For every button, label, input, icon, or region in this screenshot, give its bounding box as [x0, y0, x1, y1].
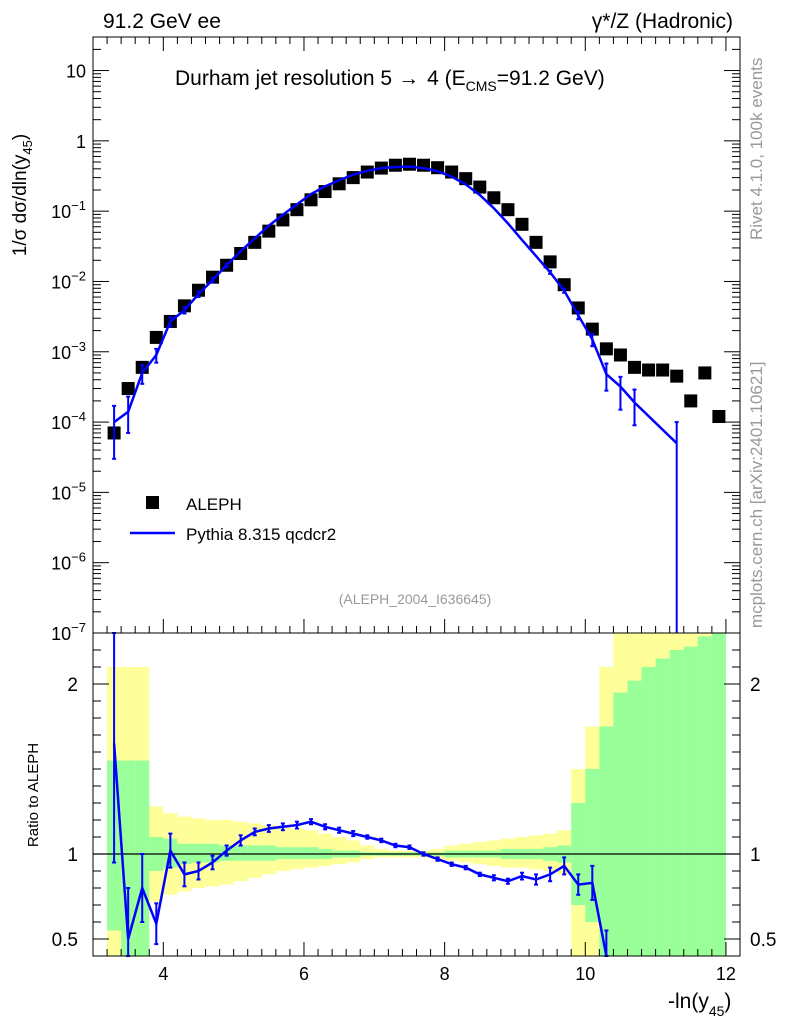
- analysis-id: (ALEPH_2004_I636645): [339, 591, 492, 607]
- green-band: [697, 636, 712, 956]
- green-band: [233, 845, 248, 861]
- ratio-y-tick-label-right: 1: [750, 845, 761, 866]
- y-tick-label: 10−7: [51, 620, 86, 644]
- y-tick-label: 10−3: [51, 339, 86, 363]
- ratio-line: [112, 743, 608, 957]
- legend-marker-aleph: [146, 496, 159, 509]
- green-band: [261, 845, 276, 861]
- aleph-point: [684, 394, 698, 408]
- header-left: 91.2 GeV ee: [103, 10, 221, 33]
- green-band: [711, 633, 726, 956]
- green-band: [275, 847, 290, 860]
- green-band: [303, 847, 319, 860]
- green-band: [247, 845, 262, 861]
- aleph-point: [670, 369, 684, 383]
- ratio-y-axis-label: Ratio to ALEPH: [25, 743, 42, 847]
- aleph-point: [121, 382, 135, 396]
- green-band: [683, 646, 698, 956]
- aleph-point: [515, 217, 529, 231]
- green-band: [289, 847, 304, 860]
- x-axis-label: -ln(y45): [668, 990, 731, 1019]
- aleph-point: [656, 363, 670, 377]
- x-tick-label: 10: [575, 964, 595, 984]
- aleph-point: [388, 158, 402, 172]
- aleph-point: [628, 360, 642, 374]
- y-tick-label: 10−4: [51, 409, 86, 433]
- x-tick-label: 8: [440, 964, 450, 984]
- ratio-y-tick-label-right: 2: [750, 675, 761, 696]
- y-tick-label: 10−5: [51, 479, 86, 503]
- aleph-point: [191, 283, 205, 297]
- green-band: [627, 680, 642, 956]
- aleph-point: [402, 157, 416, 171]
- x-tick-label: 4: [158, 964, 168, 984]
- aleph-point: [177, 299, 191, 313]
- legend-label-pythia: Pythia 8.315 qcdcr2: [186, 525, 336, 544]
- ratio-y-tick-label-right: 0.5: [750, 930, 776, 951]
- y-tick-label: 10−1: [51, 198, 86, 222]
- aleph-point: [698, 366, 712, 380]
- green-band: [205, 843, 220, 863]
- y-tick-label: 10−6: [51, 550, 86, 574]
- aleph-point: [487, 191, 501, 205]
- aleph-point: [473, 180, 487, 194]
- aleph-point: [642, 363, 656, 377]
- legend-label-aleph: ALEPH: [186, 495, 242, 514]
- mcplots-label: mcplots.cern.ch [arXiv:2401.10621]: [747, 362, 766, 628]
- aleph-point: [501, 203, 515, 217]
- aleph-point: [712, 410, 726, 424]
- ratio-y-tick-label: 1: [67, 845, 78, 866]
- ratio-y-tick-label: 0.5: [52, 930, 78, 951]
- green-band: [613, 692, 628, 956]
- ratio-panel: [93, 632, 740, 957]
- rivet-label: Rivet 4.1.0, 100k events: [747, 58, 766, 240]
- aleph-point: [543, 255, 557, 269]
- y-axis-label: 1/σ dσ/dln(y45): [10, 134, 35, 256]
- green-band: [641, 667, 656, 956]
- aleph-point: [248, 235, 262, 249]
- y-tick-label: 10−2: [51, 268, 86, 292]
- aleph-point: [529, 235, 543, 249]
- x-tick-label: 6: [299, 964, 309, 984]
- aleph-point: [149, 330, 163, 344]
- green-band: [669, 650, 684, 956]
- pythia-line: [113, 165, 678, 445]
- green-band: [655, 658, 670, 956]
- aleph-point: [599, 342, 613, 356]
- y-tick-label: 1: [76, 132, 86, 152]
- aleph-point: [234, 246, 248, 260]
- main-panel: [107, 157, 726, 633]
- chart-title: Durham jet resolution 5 → 4 (ECMS=91.2 GeV…: [175, 67, 605, 94]
- y-tick-label: 10: [66, 62, 86, 82]
- green-band: [599, 726, 614, 956]
- ratio-y-tick-label: 2: [67, 675, 78, 696]
- axes: 4 6 8 10 12 10 1 10−1 10−2 10−3 10−4 10−5 10−6 10−7 2 2…: [51, 36, 776, 984]
- header-right: γ*/Z (Hadronic): [592, 10, 733, 33]
- green-band: [191, 843, 206, 863]
- aleph-point: [613, 348, 627, 362]
- x-tick-label: 12: [716, 964, 736, 984]
